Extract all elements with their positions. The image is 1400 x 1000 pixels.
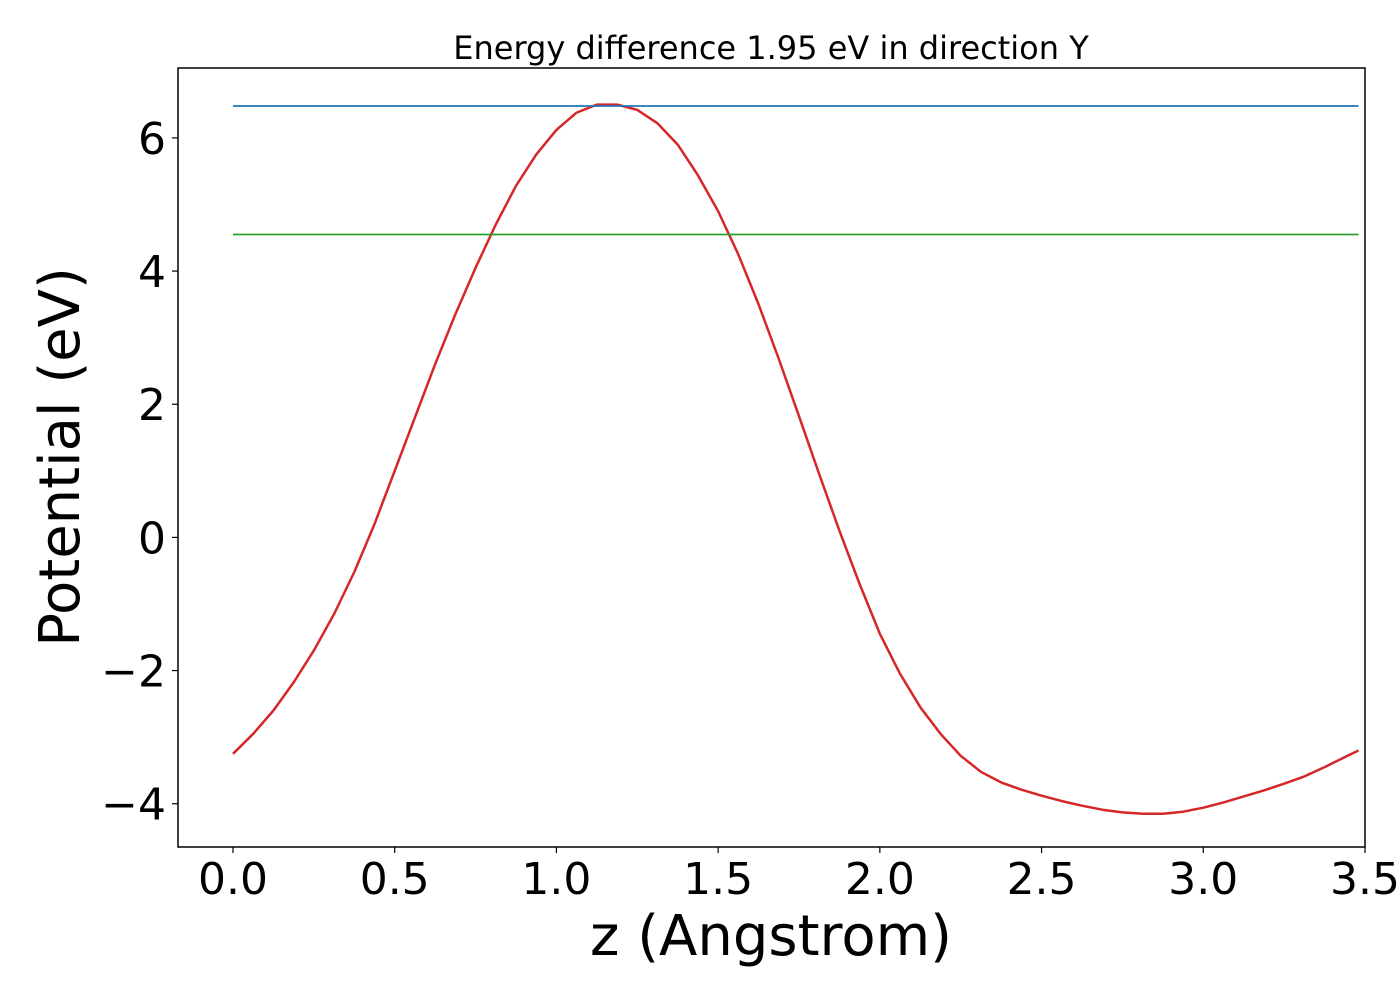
y-tick-label: −2: [101, 647, 166, 698]
x-tick-label: 0.5: [360, 854, 430, 905]
x-tick-label: 0.0: [198, 854, 268, 905]
y-tick-label: 0: [138, 513, 166, 564]
series-layer: [232, 103, 1360, 815]
x-tick-label: 2.0: [845, 854, 915, 905]
y-tick-label: 6: [138, 114, 166, 165]
x-tick-label: 3.5: [1330, 854, 1400, 905]
x-axis-ticks: 0.0 0.5 1.0 1.5 2.0 2.5 3.0 3.5: [198, 847, 1400, 905]
y-axis-label: Potential (eV): [28, 267, 93, 647]
chart-title: Energy difference 1.95 eV in direction Y: [453, 29, 1089, 67]
axes-frame: [177, 67, 1366, 848]
y-tick-label: 2: [138, 380, 166, 431]
x-tick-label: 3.0: [1168, 854, 1238, 905]
x-tick-label: 1.5: [683, 854, 753, 905]
x-tick-label: 1.0: [521, 854, 591, 905]
plot-area: 0.0 0.5 1.0 1.5 2.0 2.5 3.0 3.5 −4 −2 0 2 4 6: [101, 67, 1400, 905]
y-tick-label: −4: [101, 780, 166, 831]
x-tick-label: 2.5: [1007, 854, 1077, 905]
x-axis-label: z (Angstrom): [590, 904, 952, 969]
series-line-0: [232, 103, 1360, 815]
y-tick-label: 4: [138, 247, 166, 298]
y-axis-ticks: −4 −2 0 2 4 6: [101, 114, 178, 831]
